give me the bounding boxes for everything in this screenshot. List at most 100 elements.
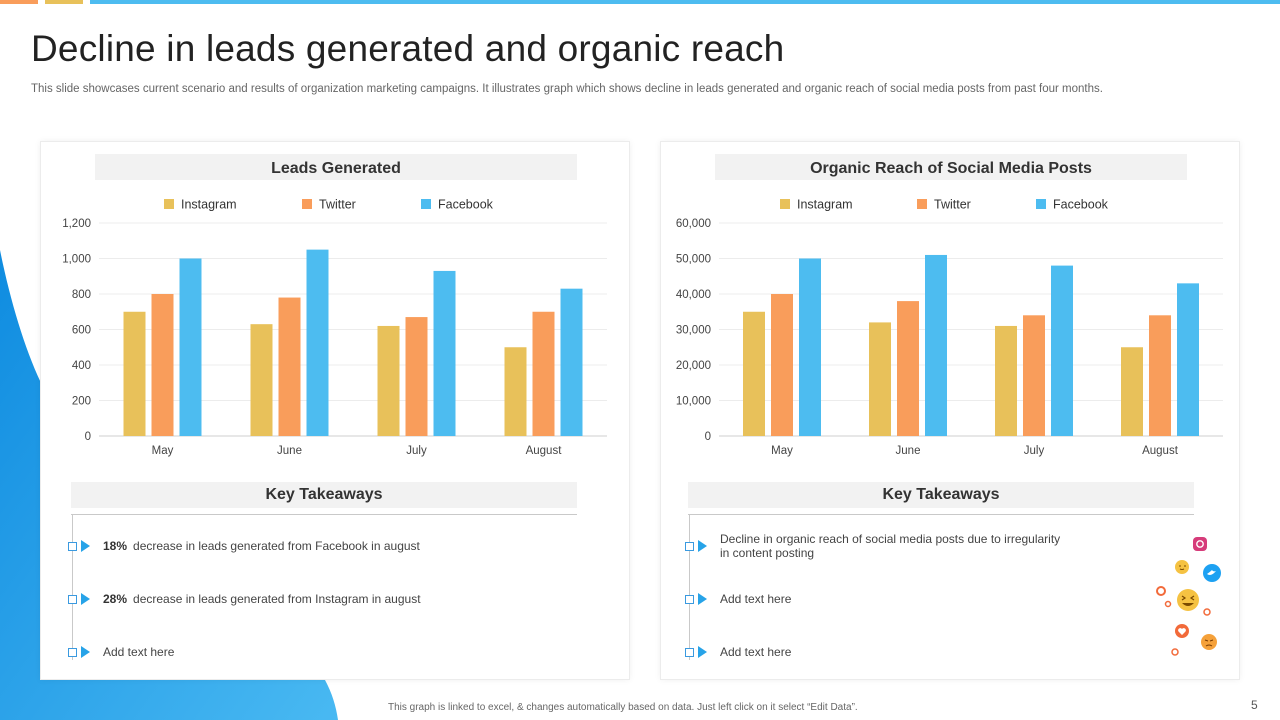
- bar-twitter-august: [532, 311, 555, 436]
- takeaway-text: decrease in leads generated from Faceboo…: [133, 539, 420, 553]
- bullet-arrow-icon: [698, 593, 707, 605]
- x-tick-label: May: [771, 445, 793, 457]
- key-takeaways-header-left: Key Takeaways: [71, 482, 577, 508]
- bullet-arrow-icon: [698, 540, 707, 552]
- chart-title: Organic Reach of Social Media Posts: [810, 160, 1092, 177]
- legend-swatch-twitter: [302, 199, 312, 209]
- page-title: Decline in leads generated and organic r…: [31, 28, 785, 69]
- bar-twitter-may: [151, 294, 174, 436]
- bar-facebook-july: [1051, 265, 1073, 436]
- accent-segment-orange: [0, 0, 38, 4]
- reaction-dot: [1164, 600, 1172, 608]
- takeaway-text: decrease in leads generated from Instagr…: [133, 592, 421, 606]
- leads-panel: Leads Generated Instagram Twitter Facebook 0…: [40, 141, 630, 680]
- takeaway-text[interactable]: Add text here: [720, 645, 792, 659]
- organic-reach-chart[interactable]: Organic Reach of Social Media Posts Insta…: [661, 142, 1241, 472]
- heart-icon: [1175, 624, 1189, 638]
- x-tick-label: July: [1024, 445, 1045, 457]
- twitter-icon: [1203, 564, 1221, 582]
- y-tick-label: 0: [85, 431, 91, 443]
- organic-reach-panel: Organic Reach of Social Media Posts Insta…: [660, 141, 1240, 680]
- bullet-box: [685, 648, 694, 657]
- key-takeaways-header-right: Key Takeaways: [688, 482, 1194, 508]
- takeaways-divider-left: [71, 514, 577, 515]
- bar-instagram-july: [995, 325, 1017, 436]
- bar-facebook-may: [799, 258, 821, 436]
- x-tick-label: May: [152, 445, 174, 457]
- bullet-box: [685, 542, 694, 551]
- bar-instagram-june: [869, 322, 891, 436]
- bar-instagram-august: [1121, 347, 1143, 436]
- y-tick-label: 30,000: [676, 325, 711, 337]
- bar-instagram-august: [504, 347, 527, 436]
- bullet-box: [68, 648, 77, 657]
- y-tick-label: 60,000: [676, 218, 711, 230]
- x-tick-label: August: [526, 445, 563, 457]
- takeaways-rail-left: [72, 514, 73, 660]
- bar-facebook-august: [560, 288, 583, 436]
- emoji-wink-icon: [1175, 560, 1189, 574]
- legend-swatch-instagram: [164, 199, 174, 209]
- reaction-dot: [1156, 586, 1166, 596]
- y-tick-label: 800: [72, 289, 91, 301]
- y-tick-label: 10,000: [676, 396, 711, 408]
- legend-label-facebook: Facebook: [438, 198, 494, 212]
- takeaway-stat: 18%: [103, 539, 128, 553]
- legend-label-twitter: Twitter: [934, 198, 971, 212]
- emoji-angry-icon: [1201, 634, 1217, 650]
- bar-facebook-may: [179, 258, 202, 436]
- legend-label-facebook: Facebook: [1053, 198, 1109, 212]
- emoji-laugh-icon: [1177, 589, 1199, 611]
- bar-instagram-june: [250, 324, 273, 436]
- y-tick-label: 200: [72, 396, 91, 408]
- legend-swatch-facebook: [421, 199, 431, 209]
- bar-facebook-june: [306, 249, 329, 436]
- bullet-box: [68, 542, 77, 551]
- bar-twitter-may: [771, 294, 793, 436]
- takeaways-rail-right: [689, 514, 690, 660]
- bar-facebook-august: [1177, 283, 1199, 436]
- takeaway-text: Decline in organic reach of social media…: [720, 532, 1061, 560]
- bar-facebook-june: [925, 254, 947, 436]
- y-tick-label: 1,200: [62, 218, 91, 230]
- legend-swatch-facebook: [1036, 199, 1046, 209]
- bar-twitter-june: [278, 297, 301, 436]
- y-tick-label: 40,000: [676, 289, 711, 301]
- y-tick-label: 20,000: [676, 360, 711, 372]
- reaction-dot: [1203, 608, 1211, 616]
- bar-facebook-july: [433, 270, 456, 436]
- takeaway-text[interactable]: Add text here: [720, 592, 792, 606]
- social-reactions-illustration: [1156, 537, 1221, 656]
- chart-title: Leads Generated: [271, 160, 401, 177]
- x-tick-label: June: [277, 445, 302, 457]
- top-accent-bar: [0, 0, 1280, 4]
- bullet-arrow-icon: [81, 646, 90, 658]
- bullet-arrow-icon: [698, 646, 707, 658]
- legend-label-instagram: Instagram: [797, 198, 853, 212]
- y-tick-label: 600: [72, 325, 91, 337]
- bar-instagram-may: [123, 311, 146, 436]
- bar-instagram-july: [377, 325, 400, 436]
- instagram-icon: [1193, 537, 1207, 551]
- x-tick-label: June: [896, 445, 921, 457]
- x-tick-label: August: [1142, 445, 1179, 457]
- bullet-arrow-icon: [81, 593, 90, 605]
- bullet-box: [685, 595, 694, 604]
- legend-swatch-twitter: [917, 199, 927, 209]
- takeaway-text[interactable]: Add text here: [103, 645, 175, 659]
- leads-generated-chart[interactable]: Leads Generated Instagram Twitter Facebook 0…: [41, 142, 631, 472]
- footer-note: This graph is linked to excel, & changes…: [388, 702, 858, 713]
- y-tick-label: 1,000: [62, 254, 91, 266]
- bullet-arrow-icon: [81, 540, 90, 552]
- y-tick-label: 0: [705, 431, 711, 443]
- y-tick-label: 50,000: [676, 254, 711, 266]
- page-number: 5: [1251, 698, 1258, 712]
- x-tick-label: July: [406, 445, 427, 457]
- bar-twitter-july: [1023, 315, 1045, 436]
- bullet-box: [68, 595, 77, 604]
- takeaway-stat: 28%: [103, 592, 128, 606]
- reaction-dot: [1171, 648, 1179, 656]
- legend-label-twitter: Twitter: [319, 198, 356, 212]
- page-subtitle: This slide showcases current scenario an…: [31, 83, 1103, 95]
- y-tick-label: 400: [72, 360, 91, 372]
